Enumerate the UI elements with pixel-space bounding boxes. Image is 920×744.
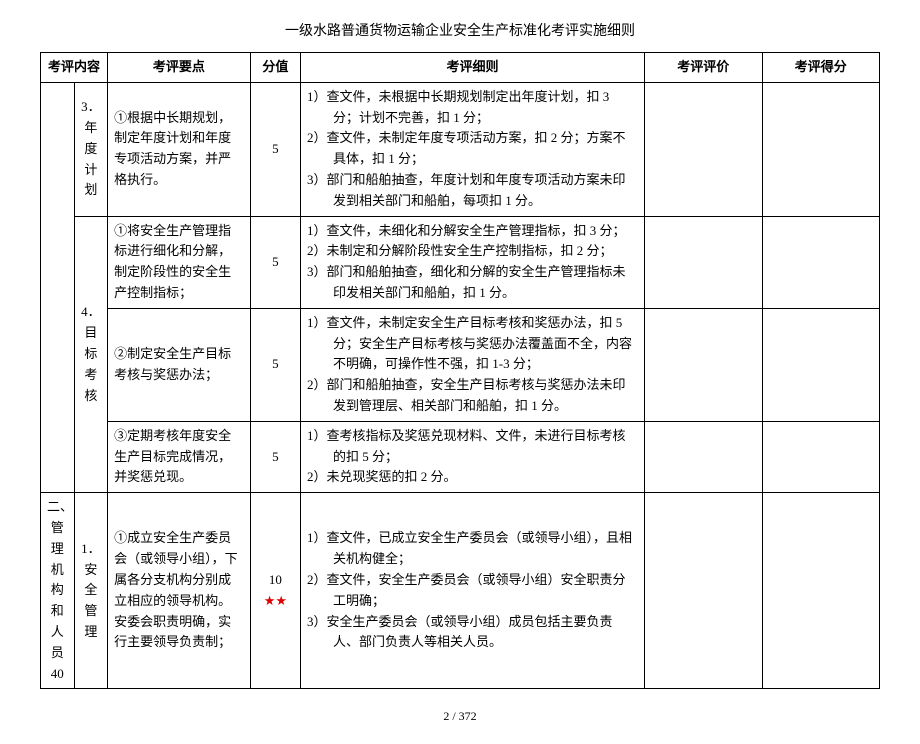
score-value: 10 bbox=[257, 570, 294, 591]
detail-cell: 1）查考核指标及奖惩兑现材料、文件，未进行目标考核的扣 5 分； 2）未兑现奖惩… bbox=[301, 421, 645, 492]
col-detail: 考评细则 bbox=[301, 53, 645, 83]
detail-item: 3）部门和船舶抽查，年度计划和年度专项活动方案未印发到相关部门和船舶，每项扣 1… bbox=[307, 170, 638, 212]
detail-item: 1）查文件，未制定安全生产目标考核和奖惩办法，扣 5 分；安全生产目标考核与奖惩… bbox=[307, 313, 638, 375]
detail-item: 2）未兑现奖惩的扣 2 分。 bbox=[307, 467, 638, 488]
eval-cell bbox=[645, 421, 762, 492]
col-eval: 考评评价 bbox=[645, 53, 762, 83]
point-cell: ③定期考核年度安全生产目标完成情况，并奖惩兑现。 bbox=[108, 421, 251, 492]
evaluation-table: 考评内容 考评要点 分值 考评细则 考评评价 考评得分 3．年度计划 ①根据中长… bbox=[40, 52, 880, 689]
page-number: 2 / 372 bbox=[40, 709, 880, 724]
score-cell: 5 bbox=[250, 82, 300, 216]
detail-item: 2）查文件，安全生产委员会（或领导小组）安全职责分工明确； bbox=[307, 570, 638, 612]
table-row: 4．目标考核 ①将安全生产管理指标进行细化和分解，制定阶段性的安全生产控制指标；… bbox=[41, 216, 880, 308]
score-got-cell bbox=[762, 82, 880, 216]
star-icon: ★★ bbox=[257, 591, 294, 612]
doc-title: 一级水路普通货物运输企业安全生产标准化考评实施细则 bbox=[40, 20, 880, 40]
point-cell: ①将安全生产管理指标进行细化和分解，制定阶段性的安全生产控制指标； bbox=[108, 216, 251, 308]
point-cell: ①成立安全生产委员会（或领导小组），下属各分支机构分别成立相应的领导机构。安委会… bbox=[108, 493, 251, 689]
subcategory-cell: 3．年度计划 bbox=[74, 82, 108, 216]
score-got-cell bbox=[762, 493, 880, 689]
category-cell: 二、管理机构和人员 40 bbox=[41, 493, 75, 689]
detail-item: 2）部门和船舶抽查，安全生产目标考核与奖惩办法未印发到管理层、相关部门和船舶，扣… bbox=[307, 375, 638, 417]
score-cell: 10 ★★ bbox=[250, 493, 300, 689]
eval-cell bbox=[645, 493, 762, 689]
detail-cell: 1）查文件，未制定安全生产目标考核和奖惩办法，扣 5 分；安全生产目标考核与奖惩… bbox=[301, 308, 645, 421]
eval-cell bbox=[645, 82, 762, 216]
score-cell: 5 bbox=[250, 421, 300, 492]
category-cell bbox=[41, 82, 75, 492]
point-cell: ②制定安全生产目标考核与奖惩办法； bbox=[108, 308, 251, 421]
score-got-cell bbox=[762, 216, 880, 308]
subcategory-cell: 1．安全管理 bbox=[74, 493, 108, 689]
col-score: 分值 bbox=[250, 53, 300, 83]
col-score-got: 考评得分 bbox=[762, 53, 880, 83]
detail-item: 1）查文件，未根据中长期规划制定出年度计划，扣 3 分；计划不完善，扣 1 分； bbox=[307, 87, 638, 129]
detail-item: 3）安全生产委员会（或领导小组）成员包括主要负责人、部门负责人等相关人员。 bbox=[307, 612, 638, 654]
detail-cell: 1）查文件，已成立安全生产委员会（或领导小组），且相关机构健全； 2）查文件，安… bbox=[301, 493, 645, 689]
score-got-cell bbox=[762, 421, 880, 492]
col-category: 考评内容 bbox=[41, 53, 108, 83]
detail-item: 1）查考核指标及奖惩兑现材料、文件，未进行目标考核的扣 5 分； bbox=[307, 426, 638, 468]
eval-cell bbox=[645, 216, 762, 308]
score-got-cell bbox=[762, 308, 880, 421]
detail-item: 2）查文件，未制定年度专项活动方案，扣 2 分；方案不具体，扣 1 分； bbox=[307, 128, 638, 170]
detail-item: 1）查文件，已成立安全生产委员会（或领导小组），且相关机构健全； bbox=[307, 528, 638, 570]
detail-item: 2）未制定和分解阶段性安全生产控制指标，扣 2 分； bbox=[307, 241, 638, 262]
eval-cell bbox=[645, 308, 762, 421]
detail-item: 1）查文件，未细化和分解安全生产管理指标，扣 3 分； bbox=[307, 221, 638, 242]
subcategory-cell: 4．目标考核 bbox=[74, 216, 108, 493]
score-cell: 5 bbox=[250, 308, 300, 421]
score-cell: 5 bbox=[250, 216, 300, 308]
detail-item: 3）部门和船舶抽查，细化和分解的安全生产管理指标未印发相关部门和船舶，扣 1 分… bbox=[307, 262, 638, 304]
table-header-row: 考评内容 考评要点 分值 考评细则 考评评价 考评得分 bbox=[41, 53, 880, 83]
detail-cell: 1）查文件，未细化和分解安全生产管理指标，扣 3 分； 2）未制定和分解阶段性安… bbox=[301, 216, 645, 308]
col-point: 考评要点 bbox=[108, 53, 251, 83]
point-cell: ①根据中长期规划，制定年度计划和年度专项活动方案，并严格执行。 bbox=[108, 82, 251, 216]
table-row: ②制定安全生产目标考核与奖惩办法； 5 1）查文件，未制定安全生产目标考核和奖惩… bbox=[41, 308, 880, 421]
detail-cell: 1）查文件，未根据中长期规划制定出年度计划，扣 3 分；计划不完善，扣 1 分；… bbox=[301, 82, 645, 216]
table-row: 二、管理机构和人员 40 1．安全管理 ①成立安全生产委员会（或领导小组），下属… bbox=[41, 493, 880, 689]
table-row: 3．年度计划 ①根据中长期规划，制定年度计划和年度专项活动方案，并严格执行。 5… bbox=[41, 82, 880, 216]
table-row: ③定期考核年度安全生产目标完成情况，并奖惩兑现。 5 1）查考核指标及奖惩兑现材… bbox=[41, 421, 880, 492]
